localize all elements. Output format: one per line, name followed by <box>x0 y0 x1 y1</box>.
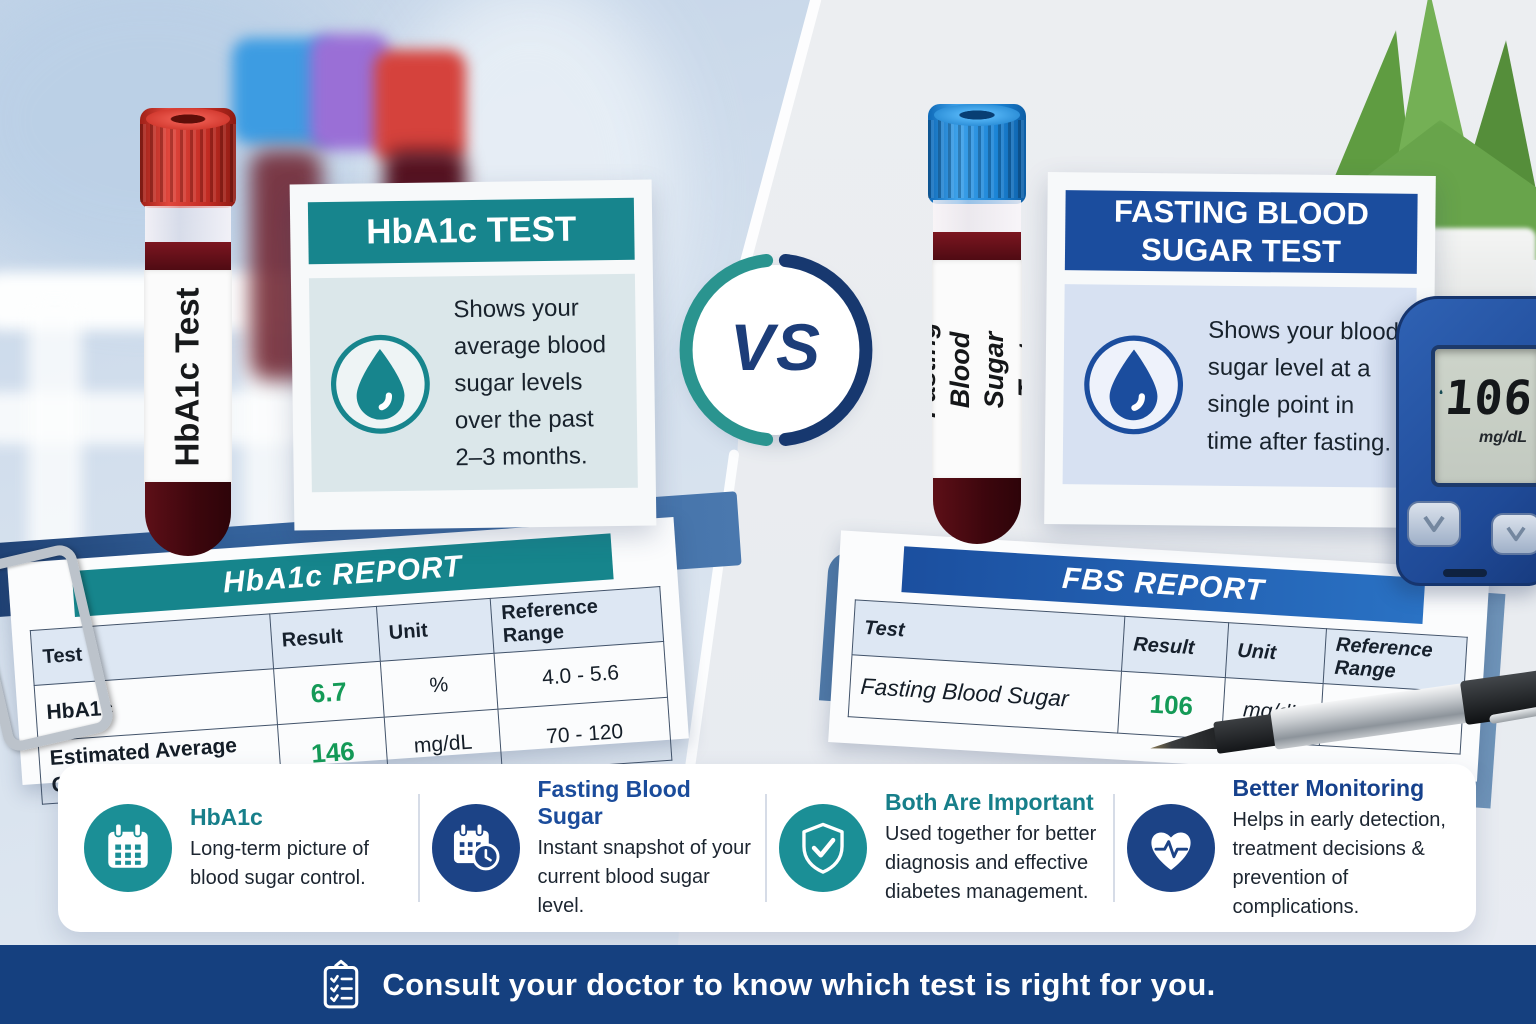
benefit-item-fbs: Fasting Blood Sugar Instant snapshot of … <box>417 775 768 918</box>
fbs-test-card: FASTING BLOOD SUGAR TEST Shows your bloo… <box>1044 171 1436 529</box>
benefit-description: Used together for better diagnosis and e… <box>885 823 1097 903</box>
column-header: Unit <box>1225 622 1327 684</box>
vs-badge: VS <box>676 250 876 450</box>
glucometer-value: 106 <box>1442 371 1536 426</box>
glucometer-unit: mg/dL <box>1479 429 1527 446</box>
card-title: HbA1c TEST <box>307 197 635 265</box>
glucometer-button <box>1407 501 1461 547</box>
tube-blood <box>145 242 231 272</box>
card-body: Shows your blood sugar level at a single… <box>1062 284 1417 488</box>
test-unit: % <box>380 653 498 718</box>
benefits-strip: HbA1c Long-term picture of blood sugar c… <box>58 764 1476 932</box>
column-header: Result <box>1121 616 1229 678</box>
benefit-description: Instant snapshot of your current blood s… <box>537 836 751 917</box>
tube-label-text: HbA1c Test <box>169 287 207 467</box>
blood-drop-icon <box>1081 332 1186 437</box>
blood-drop-icon <box>328 332 433 437</box>
blurred-tube-red-cap <box>374 50 466 162</box>
benefit-item-hba1c: HbA1c Long-term picture of blood sugar c… <box>72 778 420 918</box>
benefit-title: Fasting Blood Sugar <box>537 775 691 829</box>
shield-check-icon <box>779 804 867 892</box>
tube-cap-blue <box>928 104 1026 204</box>
calendar-icon <box>84 804 172 892</box>
card-description: Shows your average blood sugar levels ov… <box>453 294 607 471</box>
heart-pulse-icon <box>1126 804 1215 892</box>
tube-label: HbA1c Test <box>144 270 232 484</box>
tube-blood <box>933 232 1021 262</box>
test-range: 70 - 120 <box>497 697 672 773</box>
tube-rack-leg <box>28 300 82 562</box>
hba1c-test-card: HbA1c TEST Shows your average blood suga… <box>289 179 657 531</box>
card-title: FASTING BLOOD SUGAR TEST <box>1064 190 1418 274</box>
fbs-test-tube: Fasting Blood Sugar Test <box>928 104 1026 544</box>
calendar-clock-icon <box>431 804 520 892</box>
tube-blood-bottom <box>145 482 231 556</box>
card-body: Shows your average blood sugar levels ov… <box>308 273 638 493</box>
benefit-title: Both Are Important <box>885 789 1094 815</box>
footer-text: Consult your doctor to know which test i… <box>382 966 1216 1002</box>
card-description: Shows your blood sugar level at a single… <box>1206 316 1400 457</box>
benefit-item-monitoring: Better Monitoring Helps in early detecti… <box>1112 774 1463 918</box>
benefit-description: Helps in early detection, treatment deci… <box>1232 808 1446 918</box>
column-header: Result <box>269 606 381 669</box>
clipboard-check-icon <box>324 959 359 1008</box>
column-header: Unit <box>376 598 494 662</box>
benefit-description: Long-term picture of blood sugar control… <box>190 837 369 889</box>
glucometer-button <box>1491 513 1536 555</box>
tube-label-text: Fasting Blood Sugar Test <box>932 321 1022 419</box>
glucometer-strip-slot <box>1443 569 1487 577</box>
tube-blood-bottom <box>933 478 1021 544</box>
glucometer: 106 mg/dL <box>1396 296 1536 586</box>
glucometer-screen: 106 mg/dL <box>1431 345 1536 487</box>
tube-cap-red <box>140 108 236 208</box>
benefit-title: HbA1c <box>190 803 263 830</box>
hba1c-report: HbA1c REPORT Test Result Unit Reference … <box>7 516 689 805</box>
hba1c-test-tube: HbA1c Test <box>140 108 236 556</box>
vs-label: VS <box>729 310 823 384</box>
tube-label: Fasting Blood Sugar Test <box>932 260 1022 480</box>
test-result: 6.7 <box>273 661 385 725</box>
blood-drop-icon <box>1439 389 1443 395</box>
benefit-title: Better Monitoring <box>1232 774 1425 801</box>
benefit-item-both-important: Both Are Important Used together for bet… <box>765 778 1115 918</box>
footer-banner: Consult your doctor to know which test i… <box>0 945 1536 1024</box>
vs-ring-icon <box>679 254 873 446</box>
